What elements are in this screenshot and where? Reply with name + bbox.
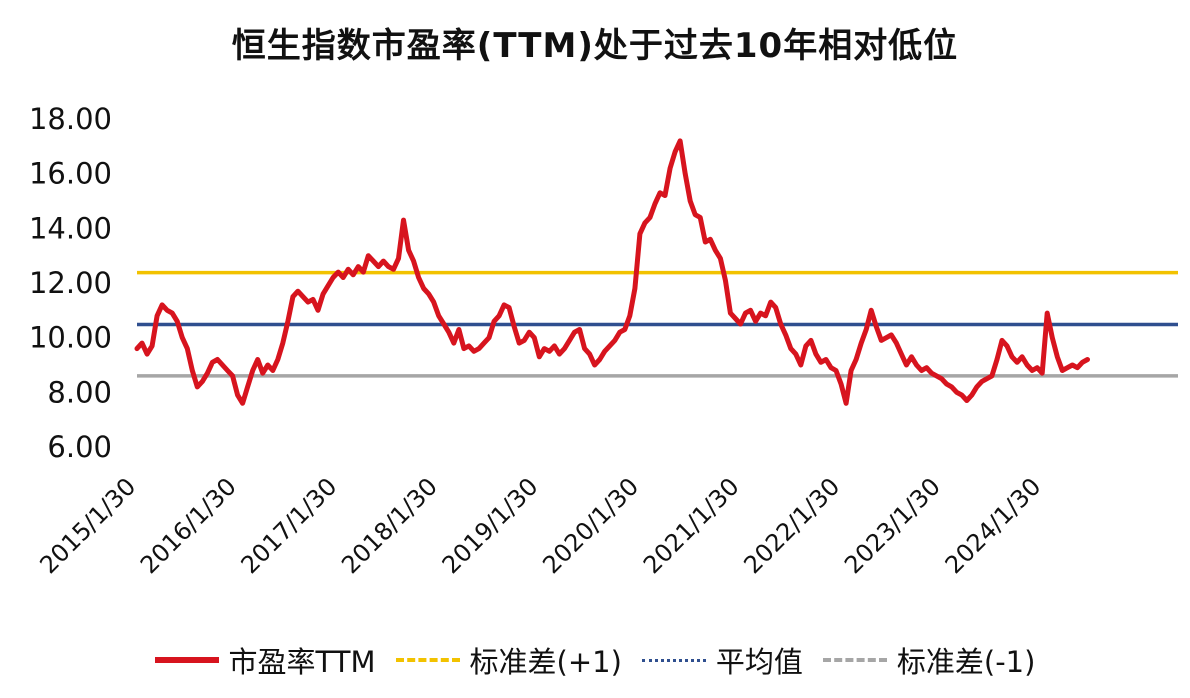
legend-label: 标准差(-1) xyxy=(896,645,1036,679)
legend: 市盈率TTM 标准差(+1) 平均值 标准差(-1) xyxy=(0,640,1190,680)
x-tick-label: 2024/1/30 xyxy=(940,472,1047,579)
y-tick-label: 10.00 xyxy=(29,321,112,355)
legend-item-std-plus-1: 标准差(+1) xyxy=(395,639,622,681)
chart-title: 恒生指数市盈率(TTM)处于过去10年相对低位 xyxy=(231,26,959,66)
y-tick-label: 14.00 xyxy=(29,211,112,245)
x-tick-label: 2022/1/30 xyxy=(738,472,845,579)
legend-label: 市盈率TTM xyxy=(228,645,376,679)
x-tick-label: 2017/1/30 xyxy=(236,472,343,579)
y-tick-label: 8.00 xyxy=(47,375,112,409)
legend-swatch xyxy=(154,657,219,663)
y-tick-label: 12.00 xyxy=(29,266,112,300)
y-tick-label: 6.00 xyxy=(47,430,112,464)
x-tick-label: 2021/1/30 xyxy=(638,472,745,579)
legend-label: 标准差(+1) xyxy=(469,645,622,679)
legend-swatch xyxy=(822,658,887,662)
legend-swatch xyxy=(641,658,706,662)
legend-swatch xyxy=(395,658,460,662)
chart-plot: 6.00 8.00 10.00 12.00 14.00 16.00 18.00 2015/1… xyxy=(29,102,1178,579)
legend-label: 平均值 xyxy=(715,645,803,679)
x-tick-label: 2020/1/30 xyxy=(537,472,644,579)
x-tick-label: 2016/1/30 xyxy=(135,472,242,579)
y-tick-label: 18.00 xyxy=(29,102,112,136)
x-tick-label: 2018/1/30 xyxy=(336,472,443,579)
legend-item-pe-ttm: 市盈率TTM xyxy=(154,639,376,681)
pe-ttm-series-line xyxy=(134,138,1090,406)
x-tick-label: 2023/1/30 xyxy=(839,472,946,579)
y-tick-label: 16.00 xyxy=(29,157,112,191)
x-tick-label: 2015/1/30 xyxy=(34,472,141,579)
legend-item-std-minus-1: 标准差(-1) xyxy=(822,639,1036,681)
legend-item-mean: 平均值 xyxy=(641,639,803,681)
x-tick-label: 2019/1/30 xyxy=(437,472,544,579)
